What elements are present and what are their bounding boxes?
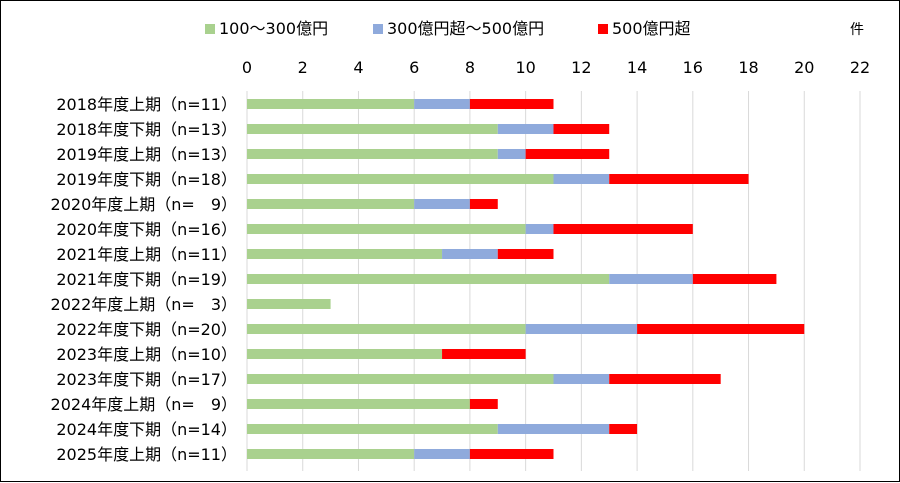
category-labels: 2018年度上期（n=11） 2018年度下期（n=13） 2019年度上期（n=1… — [51, 95, 237, 464]
bar-segment — [497, 124, 554, 134]
x-tick-label: 18 — [738, 58, 758, 77]
bar-segment — [414, 449, 470, 459]
bar-segment — [442, 249, 498, 259]
bar-segment — [247, 174, 554, 184]
bar-segment — [497, 424, 610, 434]
x-tick-label: 4 — [353, 58, 363, 77]
x-axis-unit-label: 件 — [850, 22, 864, 38]
x-tick-label: 0 — [242, 58, 252, 77]
x-tick-label: 16 — [683, 58, 703, 77]
category-label: 2020年度上期（n= 9） — [51, 195, 237, 214]
bar-segment — [609, 274, 693, 284]
legend-label: 500億円超 — [612, 19, 691, 38]
category-label: 2025年度上期（n=11） — [56, 445, 237, 464]
category-label: 2020年度下期（n=16） — [56, 220, 237, 239]
category-label: 2024年度上期（n= 9） — [51, 395, 237, 414]
bar-segment — [469, 199, 498, 209]
category-label: 2019年度上期（n=13） — [56, 145, 237, 164]
x-tick-label: 12 — [571, 58, 591, 77]
bar-segment — [497, 149, 526, 159]
bar-segment — [525, 224, 554, 234]
bar-segment — [247, 324, 526, 334]
x-tick-label: 22 — [850, 58, 870, 77]
bars — [247, 99, 805, 459]
bar-segment — [609, 424, 638, 434]
category-label: 2022年度下期（n=20） — [56, 320, 237, 339]
legend-swatch — [205, 24, 215, 34]
bar-segment — [247, 249, 443, 259]
x-tick-label: 20 — [794, 58, 814, 77]
x-tick-label: 6 — [409, 58, 419, 77]
x-tick-label: 8 — [465, 58, 475, 77]
bar-segment — [247, 399, 470, 409]
legend-swatch — [598, 24, 608, 34]
bar-segment — [692, 274, 777, 284]
category-label: 2019年度下期（n=18） — [56, 170, 237, 189]
bar-segment — [637, 324, 805, 334]
bar-segment — [469, 399, 498, 409]
x-tick-label: 10 — [515, 58, 535, 77]
bar-segment — [609, 374, 721, 384]
legend: 100～300億円 300億円超～500億円 500億円超 — [205, 19, 691, 38]
bar-segment — [247, 149, 498, 159]
category-label: 2018年度上期（n=11） — [56, 95, 237, 114]
category-label: 2023年度下期（n=17） — [56, 370, 237, 389]
bar-segment — [247, 349, 443, 359]
category-label: 2022年度上期（n= 3） — [51, 295, 237, 314]
bar-segment — [247, 124, 498, 134]
bar-segment — [553, 174, 610, 184]
bar-segment — [414, 99, 470, 109]
bar-segment — [497, 249, 554, 259]
bar-segment — [247, 274, 610, 284]
bar-segment — [247, 424, 498, 434]
bar-segment — [247, 199, 415, 209]
legend-label: 300億円超～500億円 — [387, 19, 544, 38]
bar-segment — [553, 224, 693, 234]
bar-segment — [469, 99, 554, 109]
bar-segment — [553, 374, 610, 384]
bar-segment — [525, 324, 638, 334]
bar-segment — [609, 174, 749, 184]
bar-segment — [247, 449, 415, 459]
x-axis-tick-labels: 0 2 4 6 8 10 12 14 16 18 20 22 — [242, 58, 870, 77]
bar-segment — [247, 99, 415, 109]
category-label: 2021年度上期（n=11） — [56, 245, 237, 264]
bar-segment — [247, 299, 331, 309]
category-label: 2024年度下期（n=14） — [56, 420, 237, 439]
bar-segment — [469, 449, 554, 459]
bar-segment — [442, 349, 526, 359]
x-tick-label: 2 — [298, 58, 308, 77]
category-label: 2021年度下期（n=19） — [56, 270, 237, 289]
bar-segment — [247, 374, 554, 384]
legend-swatch — [373, 24, 383, 34]
bar-segment — [525, 149, 610, 159]
x-tick-label: 14 — [627, 58, 647, 77]
category-label: 2018年度下期（n=13） — [56, 120, 237, 139]
bar-segment — [414, 199, 470, 209]
bar-segment — [247, 224, 526, 234]
bar-segment — [553, 124, 610, 134]
legend-label: 100～300億円 — [219, 19, 328, 38]
category-label: 2023年度上期（n=10） — [56, 345, 237, 364]
